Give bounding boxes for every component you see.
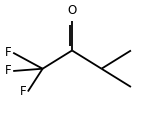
Text: F: F bbox=[5, 65, 12, 78]
Text: F: F bbox=[5, 46, 12, 59]
Text: O: O bbox=[68, 4, 77, 17]
Text: F: F bbox=[20, 85, 26, 98]
